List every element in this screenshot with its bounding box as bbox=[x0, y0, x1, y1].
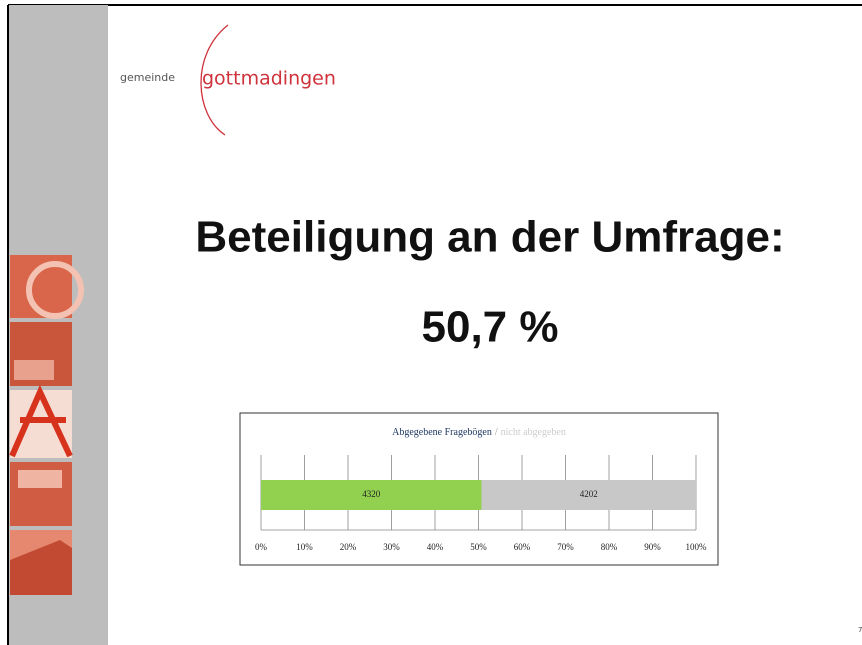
chart-title: Abgegebene Fragebögen/nicht abgegeben bbox=[392, 427, 566, 438]
x-tick-label: 60% bbox=[514, 542, 531, 552]
logo-name: gottmadingen bbox=[202, 68, 336, 90]
logo-prefix: gemeinde bbox=[120, 71, 175, 84]
series-name: nicht abgegeben bbox=[501, 427, 566, 438]
x-tick-label: 40% bbox=[427, 542, 444, 552]
title-separator: / bbox=[495, 427, 498, 438]
photo-strip bbox=[10, 255, 81, 595]
slide-title: Beteiligung an der Umfrage: bbox=[195, 213, 784, 262]
page-number: 7 bbox=[858, 626, 862, 634]
x-tick-label: 20% bbox=[340, 542, 357, 552]
x-tick-label: 10% bbox=[296, 542, 313, 552]
x-tick-label: 70% bbox=[557, 542, 574, 552]
slide-subtitle: 50,7 % bbox=[422, 303, 559, 352]
page: gemeinde gottmadingen Beteiligung an der… bbox=[0, 0, 862, 645]
x-tick-label: 90% bbox=[644, 542, 661, 552]
series-name: Abgegebene Fragebögen bbox=[392, 427, 492, 438]
x-tick-label: 50% bbox=[470, 542, 487, 552]
x-tick-label: 0% bbox=[255, 542, 268, 552]
data-label: 4202 bbox=[580, 489, 598, 499]
x-tick-label: 30% bbox=[383, 542, 400, 552]
data-label: 4320 bbox=[362, 489, 381, 499]
x-tick-label: 100% bbox=[686, 542, 708, 552]
x-tick-label: 80% bbox=[601, 542, 618, 552]
slide: gemeinde gottmadingen Beteiligung an der… bbox=[0, 0, 862, 645]
